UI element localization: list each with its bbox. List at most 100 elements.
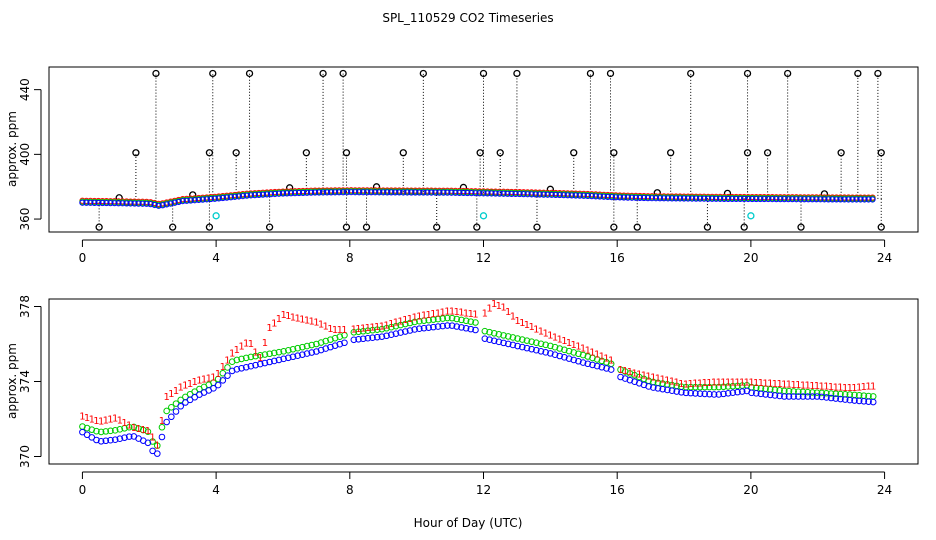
series-point-red: 1 bbox=[833, 382, 839, 393]
series-point-green bbox=[598, 357, 606, 365]
series-point-blue bbox=[649, 384, 657, 391]
series-point-blue bbox=[766, 391, 774, 399]
top-y-axis: 360 400 440 bbox=[18, 78, 42, 231]
baseline-point-blue bbox=[596, 193, 603, 200]
series-point-blue bbox=[93, 436, 100, 444]
series-point-blue bbox=[607, 366, 615, 373]
baseline-point-blue bbox=[833, 196, 840, 203]
series-point-red: 1 bbox=[383, 320, 389, 331]
series-point-red: 1 bbox=[257, 353, 263, 364]
series-point-red: 1 bbox=[271, 319, 277, 330]
series-point-blue bbox=[673, 388, 680, 395]
baseline-point-blue bbox=[532, 191, 539, 198]
spike-point-low bbox=[740, 223, 748, 231]
series-point-green bbox=[107, 427, 114, 435]
series-point-green bbox=[327, 336, 334, 343]
top-x-tick-label: 0 bbox=[79, 251, 87, 265]
series-point-red: 1 bbox=[304, 315, 310, 326]
series-point-blue bbox=[472, 326, 479, 334]
series-point-blue bbox=[430, 323, 437, 331]
series-point-green bbox=[313, 340, 320, 348]
series-point-red: 1 bbox=[154, 441, 160, 452]
chart-title: SPL_110529 CO2 Timeseries bbox=[382, 11, 553, 25]
baseline-point-blue bbox=[813, 196, 820, 203]
series-point-red: 1 bbox=[851, 383, 857, 394]
baseline-point-blue bbox=[448, 189, 455, 196]
baseline-point-blue bbox=[400, 189, 407, 196]
baseline-point-blue bbox=[680, 195, 688, 202]
x-axis-label: Hour of Day (UTC) bbox=[414, 516, 523, 530]
series-point-red: 1 bbox=[571, 340, 577, 351]
series-point-green bbox=[270, 349, 278, 357]
bottom-data-layer: 1111111111111111111111111111111111111111… bbox=[79, 299, 877, 457]
spike-point-low bbox=[877, 223, 885, 231]
series-point-blue bbox=[855, 397, 863, 405]
series-point-red: 1 bbox=[224, 355, 230, 366]
series-point-red: 1 bbox=[276, 314, 282, 325]
baseline-point-blue bbox=[199, 196, 206, 203]
series-point-green bbox=[533, 339, 540, 347]
baseline-point-blue bbox=[592, 193, 599, 200]
series-point-blue bbox=[275, 356, 283, 364]
series-point-red: 1 bbox=[458, 308, 464, 319]
baseline-point-blue bbox=[773, 196, 780, 203]
spike-point-low bbox=[610, 223, 618, 231]
baseline-point-blue bbox=[729, 195, 736, 203]
series-point-red: 1 bbox=[145, 426, 151, 437]
series-point-red: 1 bbox=[79, 411, 85, 422]
baseline-point-blue bbox=[721, 195, 728, 202]
series-point-blue bbox=[416, 325, 423, 333]
series-point-blue bbox=[153, 450, 161, 457]
series-point-green bbox=[790, 388, 797, 395]
series-point-red: 1 bbox=[252, 348, 258, 359]
baseline-point-blue bbox=[781, 196, 788, 203]
baseline-point-blue bbox=[267, 191, 275, 198]
series-point-blue bbox=[233, 366, 241, 373]
baseline-point-blue bbox=[512, 190, 519, 198]
series-point-blue bbox=[270, 357, 278, 365]
series-point-blue bbox=[696, 390, 704, 397]
series-point-blue bbox=[252, 361, 259, 369]
series-point-red: 1 bbox=[238, 342, 244, 353]
series-point-blue bbox=[514, 342, 521, 350]
series-point-blue bbox=[266, 358, 273, 366]
series-point-green bbox=[486, 328, 493, 336]
series-point-red: 1 bbox=[103, 415, 109, 426]
spike-point-low bbox=[205, 223, 214, 231]
spike-point-mid bbox=[302, 149, 311, 157]
baseline-point-blue bbox=[696, 195, 704, 202]
baseline-point-blue bbox=[103, 199, 110, 207]
baseline-point-blue bbox=[356, 189, 363, 196]
series-point-red: 1 bbox=[290, 312, 296, 323]
baseline-point-blue bbox=[500, 190, 507, 197]
series-point-green bbox=[724, 383, 732, 390]
series-point-blue bbox=[116, 435, 124, 443]
series-point-red: 1 bbox=[248, 339, 254, 350]
series-point-red: 1 bbox=[201, 375, 207, 386]
baseline-point-blue bbox=[408, 189, 415, 196]
baseline-point-blue bbox=[255, 191, 262, 198]
series-point-green bbox=[317, 339, 325, 346]
series-point-blue bbox=[720, 390, 727, 398]
series-point-blue bbox=[214, 381, 222, 389]
series-point-blue bbox=[285, 354, 292, 362]
series-point-red: 1 bbox=[107, 414, 113, 425]
baseline-point-blue bbox=[552, 191, 559, 199]
baseline-point-blue bbox=[119, 200, 126, 207]
top-x-tick-label: 8 bbox=[346, 251, 354, 265]
series-point-red: 1 bbox=[608, 356, 614, 367]
series-point-red: 1 bbox=[355, 324, 361, 335]
series-point-green bbox=[397, 321, 404, 329]
series-point-green bbox=[378, 325, 386, 333]
series-point-red: 1 bbox=[776, 379, 782, 390]
series-point-red: 1 bbox=[365, 323, 371, 334]
baseline-point-blue bbox=[516, 190, 523, 198]
baseline-point-blue bbox=[91, 199, 98, 206]
baseline-point-blue bbox=[195, 196, 202, 204]
series-point-green bbox=[490, 329, 498, 337]
series-point-blue bbox=[682, 389, 690, 397]
spike-point-high bbox=[586, 69, 595, 78]
series-point-red: 1 bbox=[725, 378, 731, 389]
series-point-red: 1 bbox=[627, 367, 633, 378]
